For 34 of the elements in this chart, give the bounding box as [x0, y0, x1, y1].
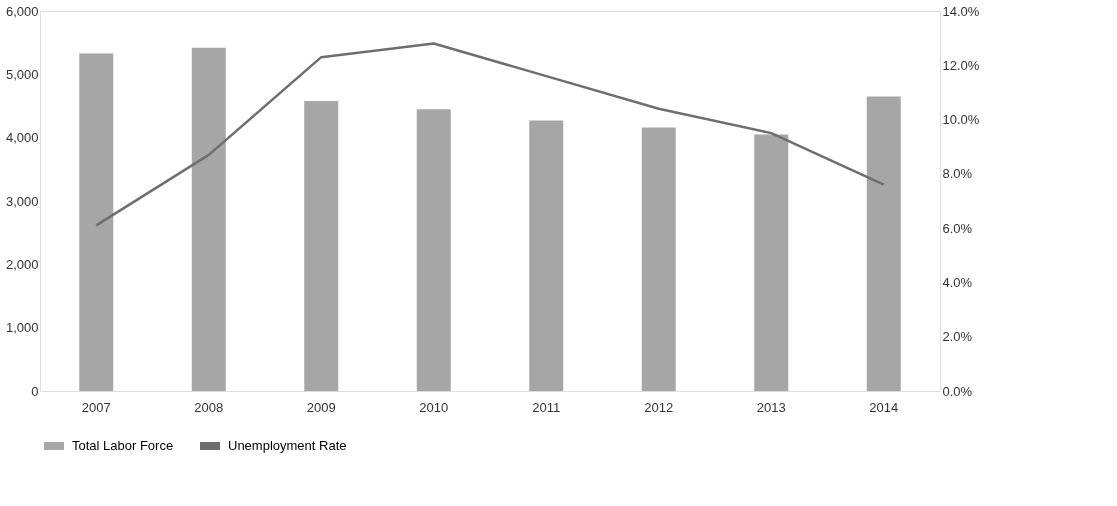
bar — [79, 53, 114, 391]
line-series — [95, 42, 885, 227]
y2-tick-label: 4.0% — [942, 274, 973, 290]
y-tick-label: 0 — [31, 383, 39, 399]
bar — [866, 96, 901, 391]
legend-label: Unemployment Rate — [228, 438, 347, 453]
bar — [529, 120, 564, 391]
y-tick-label: 6,000 — [5, 3, 39, 19]
x-tick-label: 2011 — [532, 399, 561, 415]
y2-tick-label: 8.0% — [942, 166, 973, 182]
x-tick-label: 2008 — [194, 399, 224, 415]
y2-tick-label: 6.0% — [942, 220, 973, 236]
y2-tick-label: 10.0% — [942, 112, 980, 128]
x-tick-label: 2010 — [419, 399, 449, 415]
y-tick-label: 4,000 — [5, 130, 39, 146]
y-tick-label: 1,000 — [5, 320, 39, 336]
y2-tick-label: 12.0% — [942, 57, 980, 73]
x-tick-label: 2009 — [306, 399, 336, 415]
bar — [641, 127, 676, 391]
x-tick-label: 2007 — [81, 399, 111, 415]
bar — [304, 100, 339, 391]
legend-label: Total Labor Force — [72, 438, 174, 453]
bar — [191, 47, 226, 391]
bar — [416, 109, 451, 391]
x-tick-label: 2013 — [756, 399, 786, 415]
y2-tick-label: 14.0% — [942, 3, 980, 19]
bar — [754, 134, 789, 391]
x-tick-label: 2012 — [644, 399, 674, 415]
y-tick-label: 5,000 — [5, 66, 39, 82]
y2-tick-label: 0.0% — [942, 383, 973, 399]
y2-tick-label: 2.0% — [942, 329, 973, 345]
y-tick-label: 2,000 — [5, 256, 39, 272]
y-tick-label: 3,000 — [5, 193, 39, 209]
x-tick-label: 2014 — [869, 399, 899, 415]
